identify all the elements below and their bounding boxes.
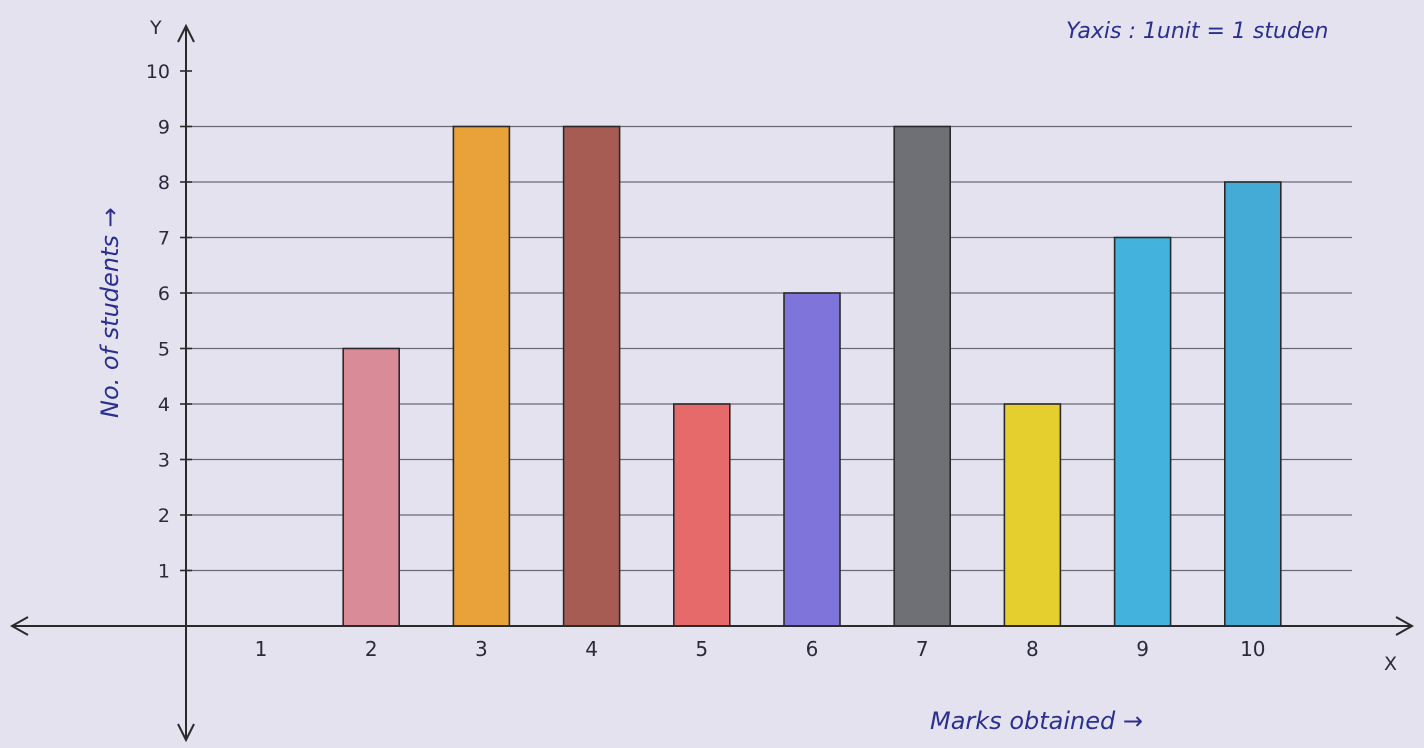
y-tick-label: 9 <box>158 117 170 139</box>
y-axis-down-arrow <box>177 723 195 743</box>
y-tick-label: 6 <box>158 283 170 305</box>
bar-8 <box>1003 403 1062 627</box>
x-axis-right-arrow <box>1395 616 1415 636</box>
x-tick-label: 10 <box>1240 637 1265 661</box>
x-tick-label: 2 <box>365 637 378 661</box>
y-tick-label: 1 <box>158 561 170 583</box>
x-tick-label: 3 <box>475 637 488 661</box>
x-tick-label: 1 <box>255 637 268 661</box>
x-axis-left-arrow <box>9 616 29 636</box>
bar-4 <box>562 125 621 627</box>
bar-7 <box>893 125 952 627</box>
y-tick-label: 5 <box>158 339 170 361</box>
y-tick-labels: 1 2 3 4 5 6 7 8 9 10 <box>146 61 170 583</box>
y-tick-label: 3 <box>158 450 170 472</box>
bars <box>342 125 1282 627</box>
y-tick-label: 4 <box>158 394 170 416</box>
bar-5 <box>672 403 731 627</box>
bar-10 <box>1224 181 1282 627</box>
scale-note: Yaxis : 1unit = 1 studen <box>1066 19 1328 44</box>
y-tick-label: 2 <box>158 505 170 527</box>
y-axis-up-arrow <box>177 23 195 43</box>
y-axis-label: No. of students → <box>96 207 124 418</box>
x-tick-label: 6 <box>806 637 819 661</box>
x-tick-label: 4 <box>585 637 598 661</box>
x-tick-label: 5 <box>695 637 708 661</box>
x-axis-letter: X <box>1384 653 1397 675</box>
y-axis-letter: Y <box>149 17 162 39</box>
bar-6 <box>783 292 841 627</box>
x-tick-label: 8 <box>1026 637 1039 661</box>
bar-9 <box>1113 236 1172 627</box>
x-tick-labels: 1 2 3 4 5 6 7 8 9 10 <box>255 637 1266 661</box>
bar-2 <box>342 347 401 627</box>
y-tick-label: 8 <box>158 172 170 194</box>
x-tick-label: 9 <box>1136 637 1149 661</box>
axes <box>9 23 1415 743</box>
bar-3 <box>452 125 511 627</box>
x-axis-label: Marks obtained → <box>930 707 1143 735</box>
x-tick-label: 7 <box>916 637 929 661</box>
y-tick-label: 10 <box>146 61 170 83</box>
y-tick-label: 7 <box>158 228 170 250</box>
